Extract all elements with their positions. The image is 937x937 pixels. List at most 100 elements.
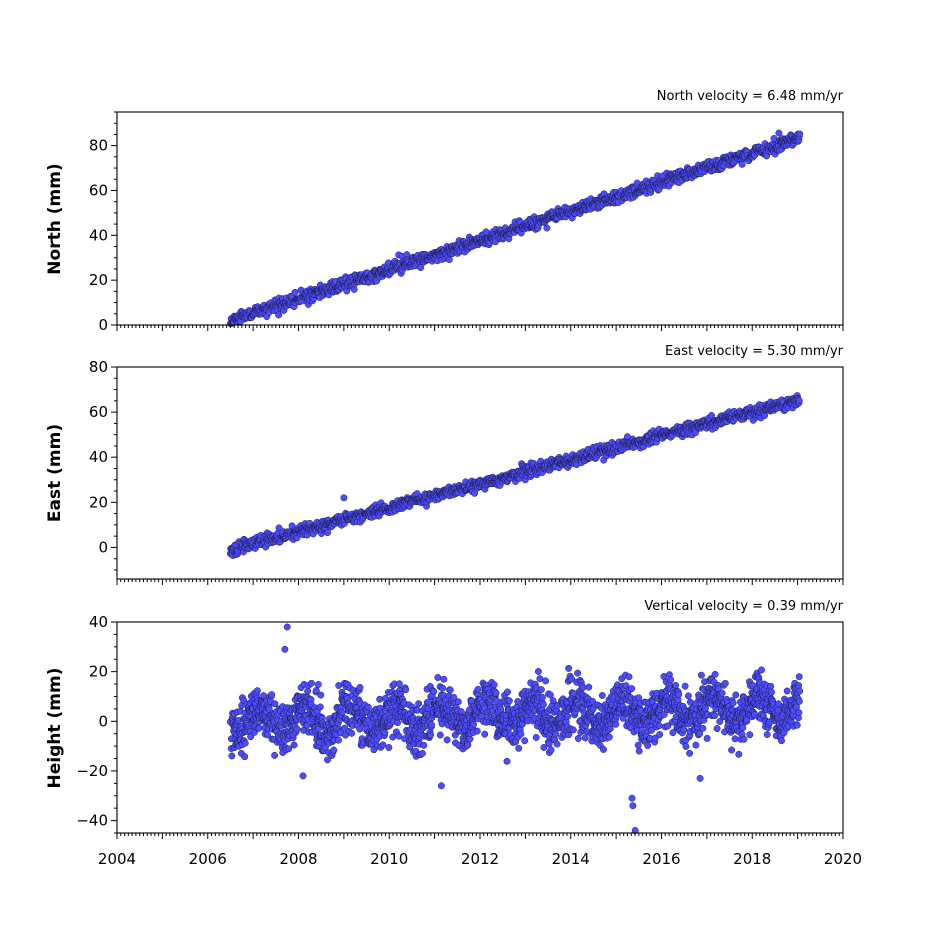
- height-data-point: [686, 749, 694, 757]
- height-data-point: [564, 712, 572, 720]
- east-data-point: [324, 529, 332, 537]
- height-data-point: [241, 739, 249, 747]
- height-data-point: [538, 693, 546, 701]
- height-data-point: [605, 733, 613, 741]
- height-data-point: [718, 689, 726, 697]
- height-data-point: [317, 691, 325, 699]
- height-data-point: [285, 745, 293, 753]
- north-panel-title: North velocity = 6.48 mm/yr: [657, 89, 844, 104]
- height-data-point: [680, 726, 688, 734]
- height-data-point: [395, 680, 403, 688]
- height-data-point: [474, 685, 482, 693]
- height-data-point: [697, 671, 705, 679]
- height-data-point: [338, 709, 346, 717]
- height-data-point: [532, 734, 540, 741]
- height-data-point: [457, 708, 465, 716]
- height-data-point: [536, 675, 544, 683]
- north-axis-ticks: 0 20 40 60 80: [89, 111, 844, 334]
- height-data-point: [732, 691, 740, 699]
- height-data-point: [271, 751, 279, 759]
- height-data-point: [481, 730, 489, 738]
- height-data-point: [758, 666, 765, 674]
- height-data-point: [537, 686, 545, 694]
- north-data-point: [770, 135, 778, 142]
- height-data-point: [330, 746, 338, 754]
- height-data-point: [547, 746, 555, 754]
- height-data-point: [503, 757, 511, 765]
- height-data-point: [473, 727, 481, 735]
- height-data-point: [228, 752, 236, 760]
- height-data-point: [504, 688, 511, 696]
- height-data-point: [553, 740, 561, 748]
- height-data-point: [290, 741, 298, 749]
- east-y-tick-label: 20: [89, 493, 108, 511]
- height-data-point: [703, 734, 711, 742]
- height-data-point: [466, 735, 474, 743]
- height-data-point: [268, 691, 276, 699]
- north-y-tick-label: 60: [89, 181, 108, 199]
- height-data-point: [314, 681, 322, 688]
- height-data-point: [684, 692, 692, 700]
- height-data-point: [356, 725, 364, 733]
- height-data-point: [443, 736, 451, 744]
- height-data-point: [542, 677, 550, 685]
- height-data-point: [470, 721, 477, 728]
- height-data-point: [681, 682, 689, 690]
- height-data-point: [335, 682, 343, 689]
- height-data-point: [701, 704, 709, 712]
- height-data-point: [446, 686, 454, 694]
- height-data-point: [490, 681, 498, 689]
- north-data-point: [445, 256, 453, 264]
- north-y-tick-label: 20: [89, 271, 108, 289]
- height-data-point: [628, 685, 636, 693]
- height-data-point: [672, 681, 680, 689]
- east-plot-frame: [116, 366, 844, 580]
- height-data-point: [552, 730, 560, 738]
- height-data-point: [692, 741, 700, 749]
- height-data-point: [534, 668, 542, 675]
- height-data-point: [655, 722, 663, 730]
- height-data-point: [505, 697, 513, 705]
- height-data-point: [517, 730, 525, 738]
- height-data-point: [395, 732, 403, 740]
- north-data-points: [226, 129, 804, 327]
- north-y-tick-label: 80: [89, 137, 108, 155]
- height-data-point: [293, 725, 301, 733]
- height-panel-title: Vertical velocity = 0.39 mm/yr: [644, 599, 843, 614]
- height-data-point: [271, 700, 279, 708]
- height-data-point: [699, 724, 707, 732]
- height-panel: Vertical velocity = 0.39 mm/yr Height (m…: [45, 599, 862, 868]
- height-data-point: [335, 736, 342, 744]
- height-data-point: [539, 701, 547, 709]
- east-y-tick-label: 80: [89, 358, 108, 376]
- height-data-point: [394, 719, 402, 727]
- north-data-point: [543, 224, 551, 232]
- height-data-point: [644, 742, 652, 749]
- height-data-point: [612, 720, 620, 728]
- north-y-tick-label: 0: [98, 316, 108, 334]
- height-data-point: [348, 729, 356, 737]
- north-y-tick-label: 40: [89, 226, 108, 244]
- height-data-point: [585, 683, 593, 691]
- height-data-point: [364, 703, 372, 711]
- height-data-point: [492, 689, 500, 697]
- north-data-point: [482, 228, 490, 236]
- height-data-point: [241, 753, 249, 761]
- north-y-axis-label: North (mm): [45, 163, 65, 274]
- height-data-point: [434, 674, 442, 681]
- height-data-point: [253, 687, 261, 695]
- height-data-point: [675, 691, 683, 699]
- east-y-tick-label: 60: [89, 403, 108, 421]
- height-data-point: [376, 695, 384, 703]
- height-data-point: [356, 684, 364, 691]
- height-y-axis-label: Height (mm): [45, 668, 65, 789]
- height-data-point: [385, 744, 393, 751]
- east-y-axis-label: East (mm): [45, 424, 65, 522]
- height-data-point: [420, 741, 428, 749]
- height-data-point: [569, 726, 577, 734]
- height-data-point: [316, 703, 324, 711]
- height-data-point: [625, 673, 633, 681]
- east-panel: East velocity = 5.30 mm/yr East (mm) 020…: [45, 344, 844, 585]
